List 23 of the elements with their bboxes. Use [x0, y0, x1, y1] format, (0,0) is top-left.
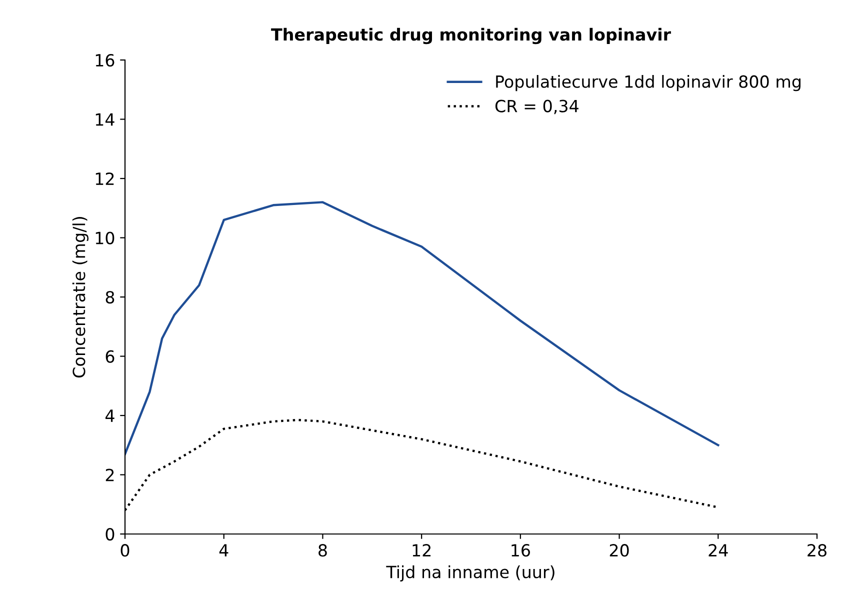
y-axis-title: Concentratie (mg/l) [72, 217, 89, 378]
x-tick-label: 24 [708, 544, 728, 556]
x-tick-label: 28 [808, 544, 826, 557]
x-axis-title: Tijd na inname (uur) [386, 565, 554, 582]
y-tick-label: 16 [96, 54, 114, 67]
y-tick-label: 6 [106, 350, 114, 363]
line-series [125, 201, 720, 456]
y-tick-label: 2 [106, 468, 114, 482]
legend-label: CR = 0,34 [495, 100, 578, 114]
y-tick-label: 12 [96, 172, 114, 185]
x-tick-label: 8 [318, 544, 327, 557]
y-tick-label: 4 [105, 410, 114, 422]
x-tick-label: 0 [120, 544, 130, 557]
x-tick-label: 4 [219, 544, 228, 556]
x-tick-label: 20 [610, 544, 629, 557]
y-tick-label: 8 [106, 290, 114, 304]
x-tick-label: 12 [412, 544, 431, 556]
chart-title: Therapeutic drug monitoring van lopinavir [271, 28, 671, 44]
legend-label: Populatiecurve 1dd lopinavir 800 mg [496, 75, 800, 92]
y-tick-label: 0 [106, 528, 114, 541]
y-tick-label: 14 [96, 113, 114, 126]
x-tick-label: 16 [512, 544, 530, 557]
y-tick-label: 10 [96, 232, 114, 244]
